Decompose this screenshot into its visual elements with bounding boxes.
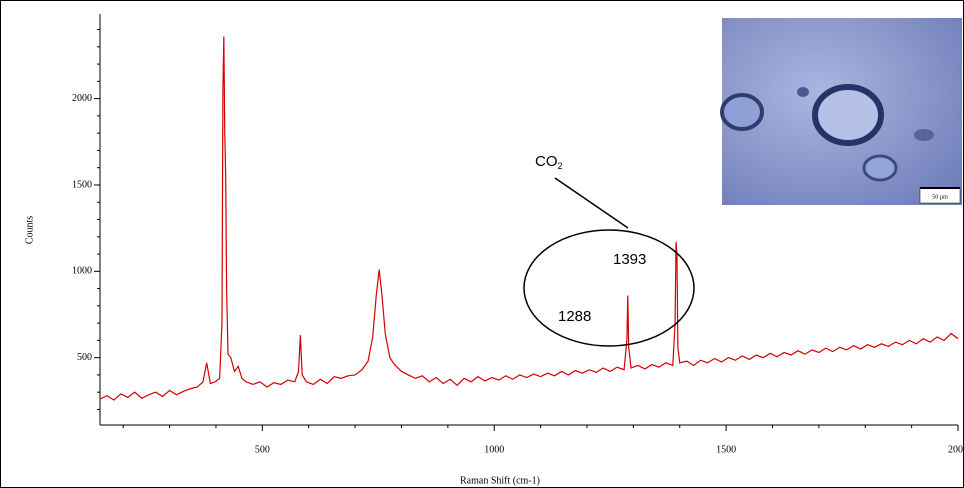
annotation-co2: CO2	[535, 153, 563, 171]
annotation-co2-sub: 2	[558, 161, 563, 171]
spectrum-line	[99, 36, 959, 401]
x-tick-label: 1000	[484, 444, 504, 455]
scale-label: 50 µm	[932, 194, 948, 200]
annotation-line	[554, 177, 629, 229]
annotation-co2-base: CO	[535, 153, 558, 170]
y-tick-label: 500	[77, 352, 92, 363]
inset-photo: 50 µm	[720, 18, 962, 205]
x-axis-label: Raman Shift (cm-1)	[460, 475, 540, 486]
inclusion	[862, 154, 898, 182]
inclusion	[797, 87, 809, 97]
y-tick-label: 1500	[72, 179, 92, 190]
inclusion	[914, 129, 934, 141]
y-tick-label: 1000	[72, 266, 92, 277]
x-tick-label: 500	[255, 444, 270, 455]
annotation-ellipse	[523, 229, 695, 347]
x-tick-label: 1500	[716, 444, 736, 455]
annotation-peak: 1288	[558, 308, 591, 325]
x-tick-label: 2000	[948, 444, 964, 455]
y-tick-label: 2000	[72, 93, 92, 104]
annotation-peak: 1393	[613, 251, 646, 268]
inclusion	[720, 93, 764, 131]
inclusion	[812, 84, 884, 146]
y-axis-label: Counts	[24, 216, 35, 244]
